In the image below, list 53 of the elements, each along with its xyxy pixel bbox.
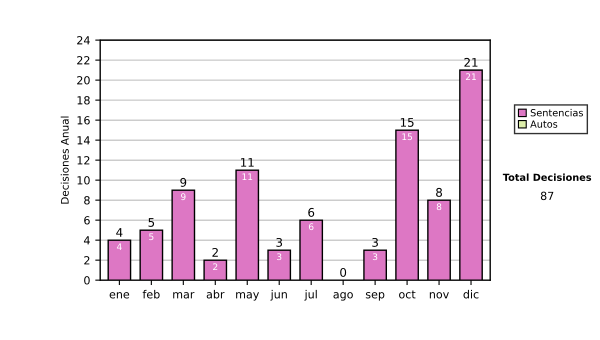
- data-label: 2: [213, 263, 218, 270]
- total-label: 4: [116, 228, 122, 237]
- y-tick-label: 14: [78, 136, 90, 144]
- y-tick-label: 24: [77, 36, 90, 44]
- x-tick-label: dic: [464, 290, 478, 298]
- x-tick-label: jun: [270, 290, 287, 301]
- y-tick-label: 22: [77, 56, 90, 64]
- total-label: 5: [148, 218, 154, 227]
- y-tick-label: 18: [78, 96, 90, 105]
- total-label: 11: [241, 158, 254, 167]
- y-tick-label: 6: [84, 216, 90, 225]
- total-label: 15: [400, 118, 414, 127]
- x-tick-label: sep: [366, 292, 384, 301]
- data-label: 9: [181, 193, 186, 200]
- x-tick-label: mar: [173, 292, 194, 298]
- y-tick-label: 20: [77, 76, 90, 85]
- x-tick-label: abr: [206, 290, 224, 298]
- data-label: 3: [277, 253, 282, 260]
- y-axis-title: Decisiones Anual: [60, 116, 69, 204]
- y-tick-label: 2: [84, 256, 90, 264]
- x-tick-label: may: [236, 292, 260, 301]
- total-label: 9: [180, 178, 186, 187]
- total-label: 3: [276, 238, 282, 247]
- x-tick-label: oct: [399, 290, 416, 298]
- total-label: 8: [436, 188, 442, 197]
- y-tick-label: 0: [84, 276, 90, 285]
- total-label: 2: [212, 248, 218, 257]
- total-label: 6: [308, 208, 314, 217]
- x-tick-label: feb: [142, 290, 160, 298]
- x-tick-label: ago: [333, 292, 353, 301]
- data-label: 21: [466, 73, 476, 80]
- y-tick-label: 10: [78, 176, 90, 185]
- legend-label: Sentencias: [530, 108, 583, 116]
- x-tick-label: ene: [110, 292, 130, 298]
- y-tick-label: 12: [78, 156, 90, 164]
- x-tick-label: nov: [430, 292, 449, 298]
- total-label: 21: [464, 58, 478, 67]
- total-label: 3: [372, 238, 378, 247]
- data-label: 6: [308, 223, 314, 230]
- y-tick-label: 4: [84, 236, 90, 244]
- y-tick-label: 16: [78, 116, 90, 125]
- x-tick-label: jul: [304, 290, 317, 301]
- total-label: 0: [340, 268, 346, 277]
- text: 87: [540, 192, 554, 200]
- legend-label: Autos: [530, 120, 558, 128]
- data-label: 11: [242, 173, 252, 180]
- data-label: 4: [116, 243, 122, 250]
- data-label: 5: [149, 233, 154, 240]
- text: Total Decisiones: [502, 173, 592, 181]
- data-label: 3: [372, 253, 378, 260]
- data-label: 15: [402, 133, 412, 140]
- y-tick-label: 8: [84, 196, 90, 205]
- data-label: 8: [436, 203, 442, 210]
